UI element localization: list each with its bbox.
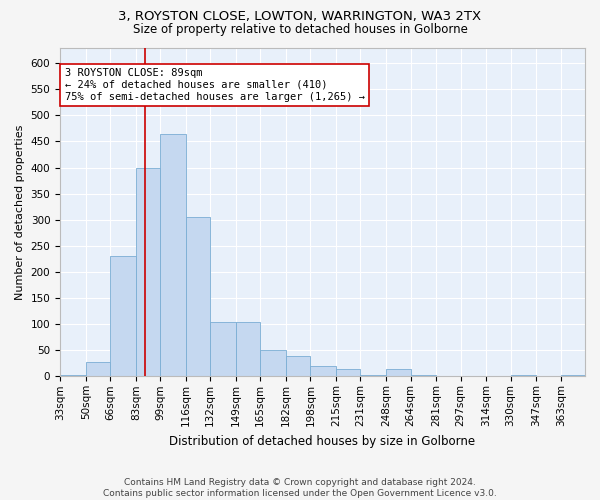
Bar bbox=[110, 256, 136, 376]
Bar bbox=[336, 368, 361, 376]
Bar bbox=[210, 322, 236, 376]
Bar bbox=[160, 134, 186, 376]
Bar bbox=[236, 322, 260, 376]
Bar bbox=[286, 356, 310, 376]
Bar bbox=[260, 350, 286, 376]
Text: Size of property relative to detached houses in Golborne: Size of property relative to detached ho… bbox=[133, 22, 467, 36]
Bar bbox=[86, 362, 110, 376]
Text: 3 ROYSTON CLOSE: 89sqm
← 24% of detached houses are smaller (410)
75% of semi-de: 3 ROYSTON CLOSE: 89sqm ← 24% of detached… bbox=[65, 68, 365, 102]
X-axis label: Distribution of detached houses by size in Golborne: Distribution of detached houses by size … bbox=[169, 434, 476, 448]
Text: Contains HM Land Registry data © Crown copyright and database right 2024.
Contai: Contains HM Land Registry data © Crown c… bbox=[103, 478, 497, 498]
Bar bbox=[310, 366, 336, 376]
Bar bbox=[186, 217, 210, 376]
Bar bbox=[136, 168, 160, 376]
Y-axis label: Number of detached properties: Number of detached properties bbox=[15, 124, 25, 300]
Bar bbox=[386, 368, 410, 376]
Text: 3, ROYSTON CLOSE, LOWTON, WARRINGTON, WA3 2TX: 3, ROYSTON CLOSE, LOWTON, WARRINGTON, WA… bbox=[118, 10, 482, 23]
